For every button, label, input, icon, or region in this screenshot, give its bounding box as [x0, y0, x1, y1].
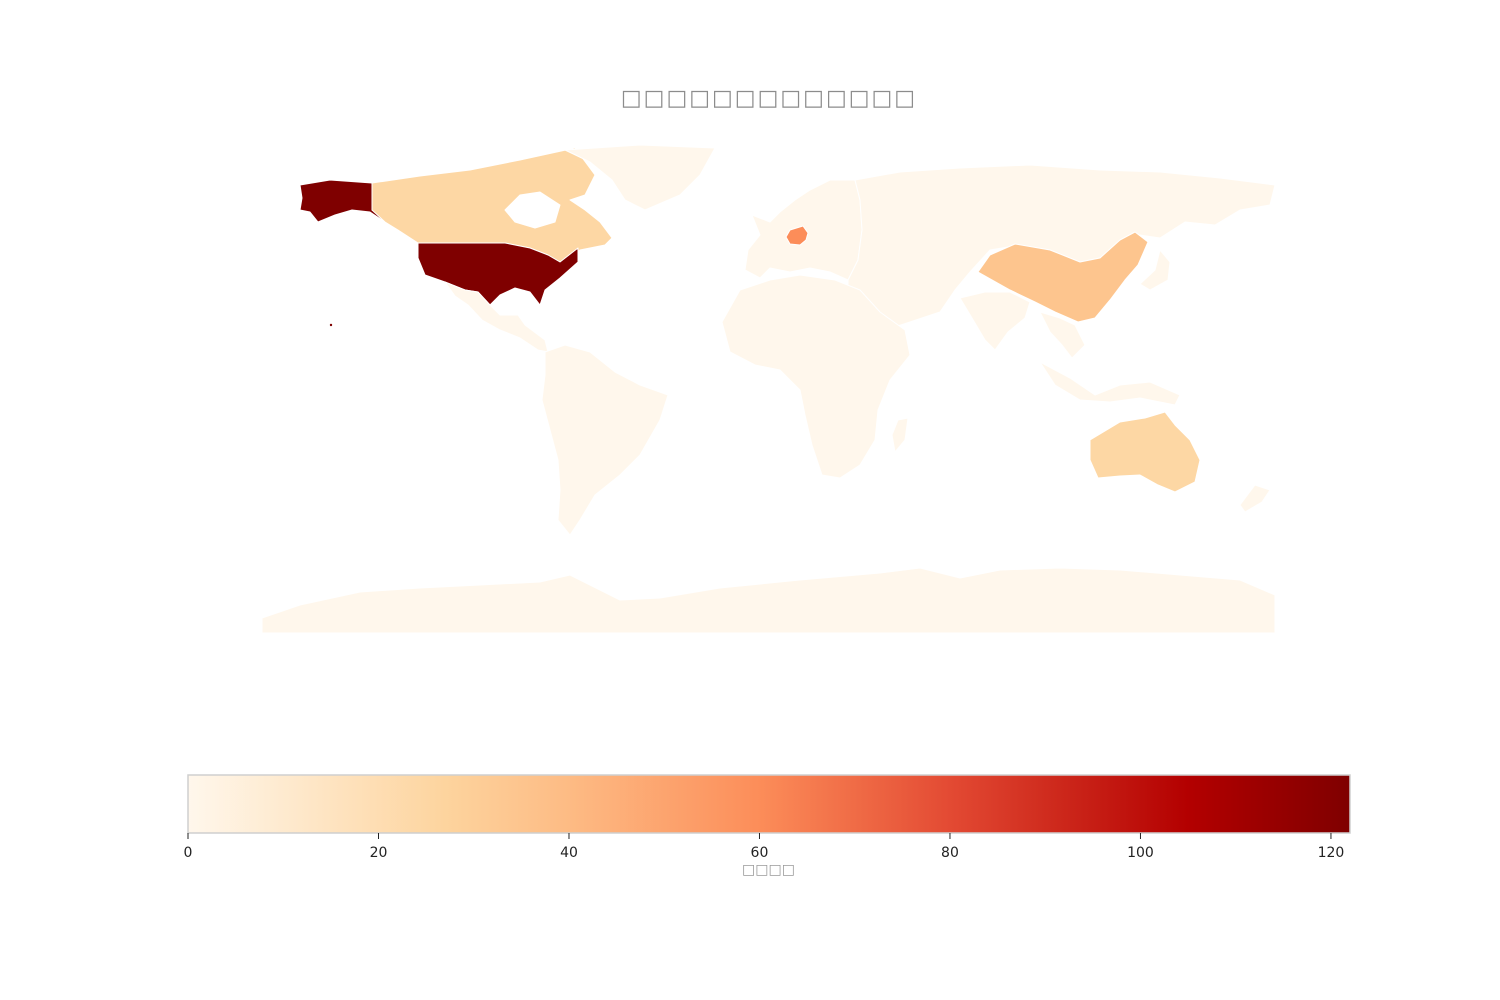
region-canada[interactable]: [371, 147, 613, 263]
region-japan[interactable]: [1139, 249, 1171, 291]
region-greenland[interactable]: [564, 144, 716, 211]
region-china[interactable]: [977, 231, 1149, 323]
region-australia[interactable]: [1089, 411, 1201, 493]
region-madagascar[interactable]: [891, 417, 909, 453]
world-map: [261, 144, 1276, 634]
colorbar-tick-label: 0: [184, 845, 193, 861]
colorbar-gradient: [187, 774, 1351, 834]
colorbar-ticks: 0 20 40 60 80 100 120: [184, 833, 1345, 861]
region-antarctica[interactable]: [261, 567, 1276, 634]
region-india[interactable]: [959, 291, 1031, 351]
region-se-asia[interactable]: [1039, 311, 1086, 359]
region-new-zealand[interactable]: [1239, 484, 1271, 513]
hudson-bay: [504, 191, 561, 229]
region-mexico[interactable]: [444, 281, 549, 353]
colorbar-tick-label: 120: [1318, 845, 1345, 861]
colorbar-tick-label: 100: [1127, 845, 1154, 861]
region-africa[interactable]: [721, 274, 911, 479]
colorbar-tick-label: 40: [560, 845, 578, 861]
colorbar-label: □□□□: [742, 862, 795, 878]
colorbar-tick-label: 80: [941, 845, 959, 861]
colorbar-tick-label: 20: [370, 845, 388, 861]
region-indonesia[interactable]: [1039, 361, 1181, 406]
region-hawaii[interactable]: [329, 323, 333, 327]
colorbar-tick-label: 60: [751, 845, 769, 861]
region-south-america[interactable]: [541, 344, 669, 536]
map-title: □□□□□□□□□□□□□: [620, 86, 918, 111]
region-germany[interactable]: [785, 225, 809, 246]
colorbar: 0 20 40 60 80 100 120: [184, 774, 1351, 861]
